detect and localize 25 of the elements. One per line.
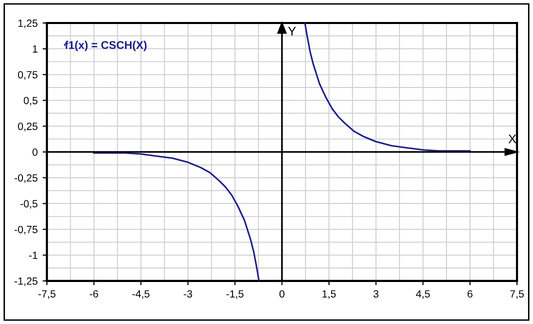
x-tick-label: -4,5 <box>132 290 150 299</box>
x-axis-title: X <box>508 134 516 144</box>
x-tick-label: 3 <box>373 290 378 298</box>
y-tick-label: 0,75 <box>18 71 38 80</box>
y-tick-label: -0,5 <box>20 200 38 209</box>
y-tick-label: -1,25 <box>14 277 38 286</box>
y-tick-label: 0 <box>32 148 38 156</box>
x-tick-label: 0 <box>279 290 284 298</box>
x-tick-label: -6 <box>90 290 98 298</box>
x-tick-label: 1,5 <box>322 290 336 299</box>
y-tick-label: -1 <box>29 252 38 259</box>
y-axis-title: Y <box>288 26 296 36</box>
x-tick-label: -1,5 <box>226 290 244 299</box>
legend-label: f1(x) = CSCH(X) <box>64 40 147 52</box>
x-tick-label: -3 <box>184 290 192 298</box>
y-tick-label: 1,25 <box>18 20 38 28</box>
x-tick-label: -7,5 <box>38 290 56 299</box>
y-tick-label: 0,25 <box>18 122 38 132</box>
x-tick-label: 4,5 <box>416 290 430 299</box>
x-tick-label: 6 <box>468 290 472 298</box>
y-tick-label: -0,75 <box>14 226 38 234</box>
y-tick-label: 0,5 <box>24 96 38 106</box>
y-tick-label: -0,25 <box>14 174 38 183</box>
y-tick-label: 1 <box>32 45 38 53</box>
x-tick-label: 7,5 <box>510 290 524 299</box>
